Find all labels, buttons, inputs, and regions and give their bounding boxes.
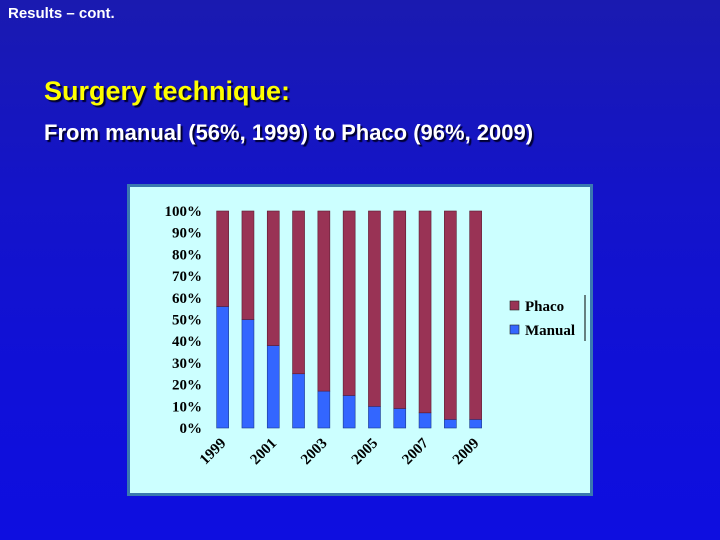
y-tick-label: 40%	[172, 334, 202, 350]
bar-phaco-2006	[393, 210, 407, 409]
y-tick-label: 30%	[172, 356, 202, 372]
legend-label-phaco: Phaco	[525, 299, 564, 315]
x-tick-label: 2005	[349, 436, 382, 469]
bar-manual-1999	[216, 306, 229, 429]
bar-phaco-2008	[444, 210, 457, 420]
stacked-bar-chart: 0% 10% 20% 30% 40% 50% 60% 70% 80% 90% 100% 1999 200…	[165, 204, 586, 469]
bar-manual-2004	[342, 395, 356, 429]
y-tick-label: 20%	[172, 378, 202, 394]
y-tick-label: 50%	[172, 313, 202, 329]
bar-manual-2008	[444, 419, 457, 429]
slide-subtitle: From manual (56%, 1999) to Phaco (96%, 2…	[44, 120, 534, 145]
chart-panel: 0% 10% 20% 30% 40% 50% 60% 70% 80% 90% 100% 1999 200…	[127, 184, 593, 496]
y-tick-label: 100%	[165, 204, 203, 220]
bar-phaco-2009	[469, 210, 482, 420]
bar-manual-2007	[418, 412, 432, 429]
slide-title: Surgery technique:	[44, 76, 291, 106]
bar-phaco-2002	[292, 210, 305, 375]
bar-manual-2006	[393, 408, 407, 429]
section-label: Results – cont.	[8, 5, 115, 22]
x-tick-label: 1999	[197, 436, 230, 469]
x-tick-label: 2007	[399, 435, 432, 468]
bar-manual-2005	[368, 406, 381, 429]
bar-phaco-2000	[241, 210, 255, 320]
bar-phaco-1999	[216, 210, 229, 307]
y-tick-label: 80%	[172, 247, 202, 263]
x-tick-label: 2009	[450, 436, 483, 469]
y-tick-label: 10%	[172, 399, 202, 415]
bar-manual-2003	[317, 390, 331, 429]
y-tick-label: 90%	[172, 226, 202, 242]
y-tick-label: 0%	[180, 421, 203, 437]
bar-phaco-2005	[368, 210, 381, 407]
bar-phaco-2007	[418, 210, 432, 414]
y-tick-label: 60%	[172, 291, 202, 307]
x-tick-label: 2003	[298, 436, 331, 469]
y-tick-label: 70%	[172, 269, 202, 285]
legend-swatch-phaco	[509, 300, 520, 311]
bar-phaco-2001	[266, 210, 280, 346]
bar-manual-2001	[266, 345, 280, 429]
bar-phaco-2004	[342, 210, 356, 396]
x-tick-label: 2001	[248, 436, 281, 469]
bar-manual-2009	[469, 419, 482, 429]
bar-phaco-2003	[317, 210, 331, 392]
bar-manual-2002	[292, 373, 305, 429]
bar-manual-2000	[241, 319, 255, 429]
legend-label-manual: Manual	[525, 323, 575, 339]
legend-swatch-manual	[509, 324, 520, 335]
